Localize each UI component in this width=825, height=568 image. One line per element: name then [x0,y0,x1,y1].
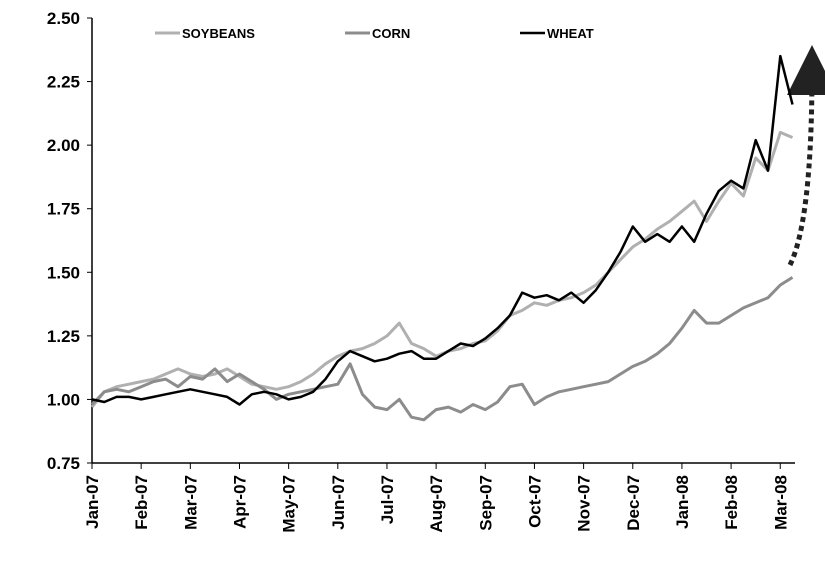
y-tick-label: 1.50 [47,263,80,282]
x-tick-label: Jun-07 [329,475,348,530]
x-tick-label: Nov-07 [575,475,594,532]
y-tick-label: 0.75 [47,454,80,473]
x-tick-label: Oct-07 [525,475,544,528]
trend-arrow [786,45,825,267]
x-tick-label: Aug-07 [427,475,446,533]
x-tick-label: Dec-07 [624,475,643,531]
legend-label: CORN [372,26,410,41]
x-tick-label: Feb-08 [722,475,741,530]
y-tick-label: 2.50 [47,9,80,28]
y-tick-label: 1.00 [47,390,80,409]
y-tick-label: 1.25 [47,327,80,346]
x-tick-label: Apr-07 [230,475,249,529]
series-line [90,276,794,422]
y-tick-label: 2.00 [47,136,80,155]
x-tick-label: Jul-07 [378,475,397,524]
legend-label: WHEAT [547,26,594,41]
y-tick-label: 1.75 [47,200,80,219]
x-tick-label: Feb-07 [132,475,151,530]
x-tick-label: May-07 [280,475,299,533]
x-tick-label: Mar-07 [181,475,200,530]
x-tick-label: Mar-08 [771,475,790,530]
series-line [90,130,794,409]
y-tick-label: 2.25 [47,73,80,92]
x-tick-label: Jan-08 [673,475,692,529]
legend-label: SOYBEANS [182,26,255,41]
x-tick-label: Jan-07 [83,475,102,529]
series-line [91,54,794,406]
x-tick-label: Sep-07 [476,475,495,531]
